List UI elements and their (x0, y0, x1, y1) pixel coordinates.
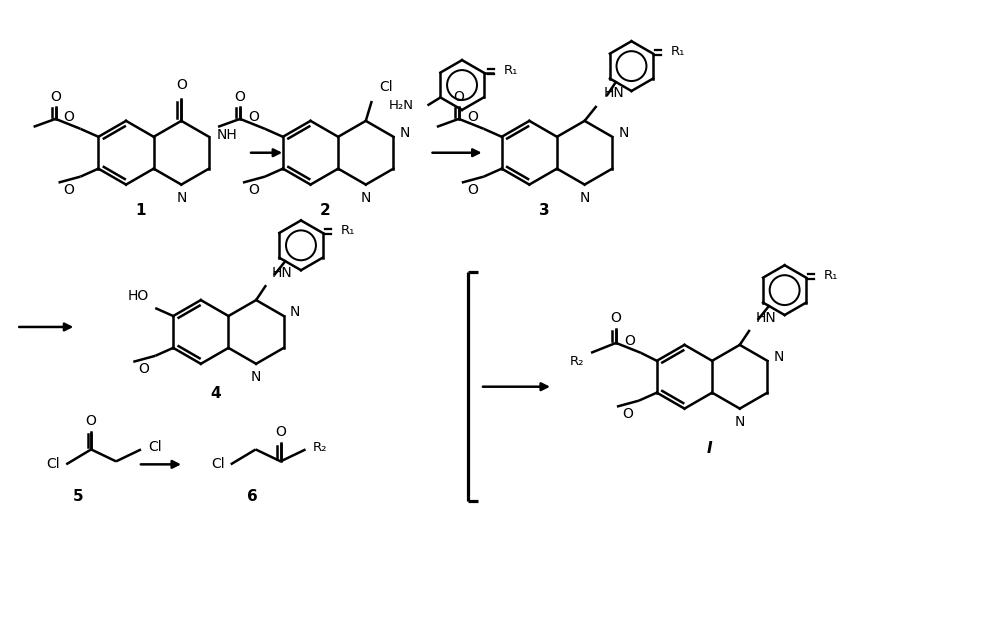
Text: HN: HN (604, 86, 624, 100)
Text: N: N (735, 415, 745, 429)
Text: NH: NH (217, 128, 238, 142)
Text: R₁: R₁ (504, 64, 518, 77)
Text: Cl: Cl (148, 440, 162, 454)
Text: O: O (176, 78, 187, 92)
Text: HN: HN (272, 266, 293, 280)
Text: R₁: R₁ (671, 45, 685, 58)
Text: Cl: Cl (47, 457, 60, 471)
Text: O: O (64, 183, 74, 197)
Text: R₂: R₂ (313, 441, 327, 454)
Text: 6: 6 (247, 489, 258, 504)
Text: 4: 4 (210, 386, 221, 401)
Text: O: O (624, 334, 635, 348)
Text: H₂N: H₂N (389, 99, 414, 112)
Text: HN: HN (756, 311, 776, 325)
Text: Cl: Cl (379, 80, 392, 94)
Text: HO: HO (128, 289, 149, 303)
Text: O: O (275, 426, 286, 440)
Text: N: N (176, 190, 187, 204)
Text: R₁: R₁ (341, 224, 355, 238)
Text: R₂: R₂ (570, 355, 584, 368)
Text: N: N (361, 190, 371, 204)
Text: N: N (399, 126, 410, 140)
Text: I: I (707, 441, 712, 456)
Text: N: N (773, 350, 784, 364)
Text: O: O (248, 183, 259, 197)
Text: 2: 2 (320, 203, 331, 218)
Text: O: O (50, 90, 61, 104)
Text: Cl: Cl (211, 457, 225, 471)
Text: 3: 3 (539, 203, 550, 218)
Text: O: O (611, 311, 621, 325)
Text: O: O (64, 110, 74, 124)
Text: O: O (86, 413, 97, 427)
Text: O: O (467, 183, 478, 197)
Text: R₁: R₁ (824, 269, 839, 282)
Text: N: N (290, 305, 300, 319)
Text: N: N (618, 126, 629, 140)
Text: O: O (622, 406, 633, 420)
Text: O: O (453, 90, 464, 104)
Text: O: O (235, 90, 245, 104)
Text: 5: 5 (73, 489, 83, 504)
Text: N: N (579, 190, 590, 204)
Text: 1: 1 (136, 203, 146, 218)
Text: O: O (248, 110, 259, 124)
Text: O: O (138, 362, 149, 376)
Text: O: O (467, 110, 478, 124)
Text: N: N (251, 369, 261, 383)
